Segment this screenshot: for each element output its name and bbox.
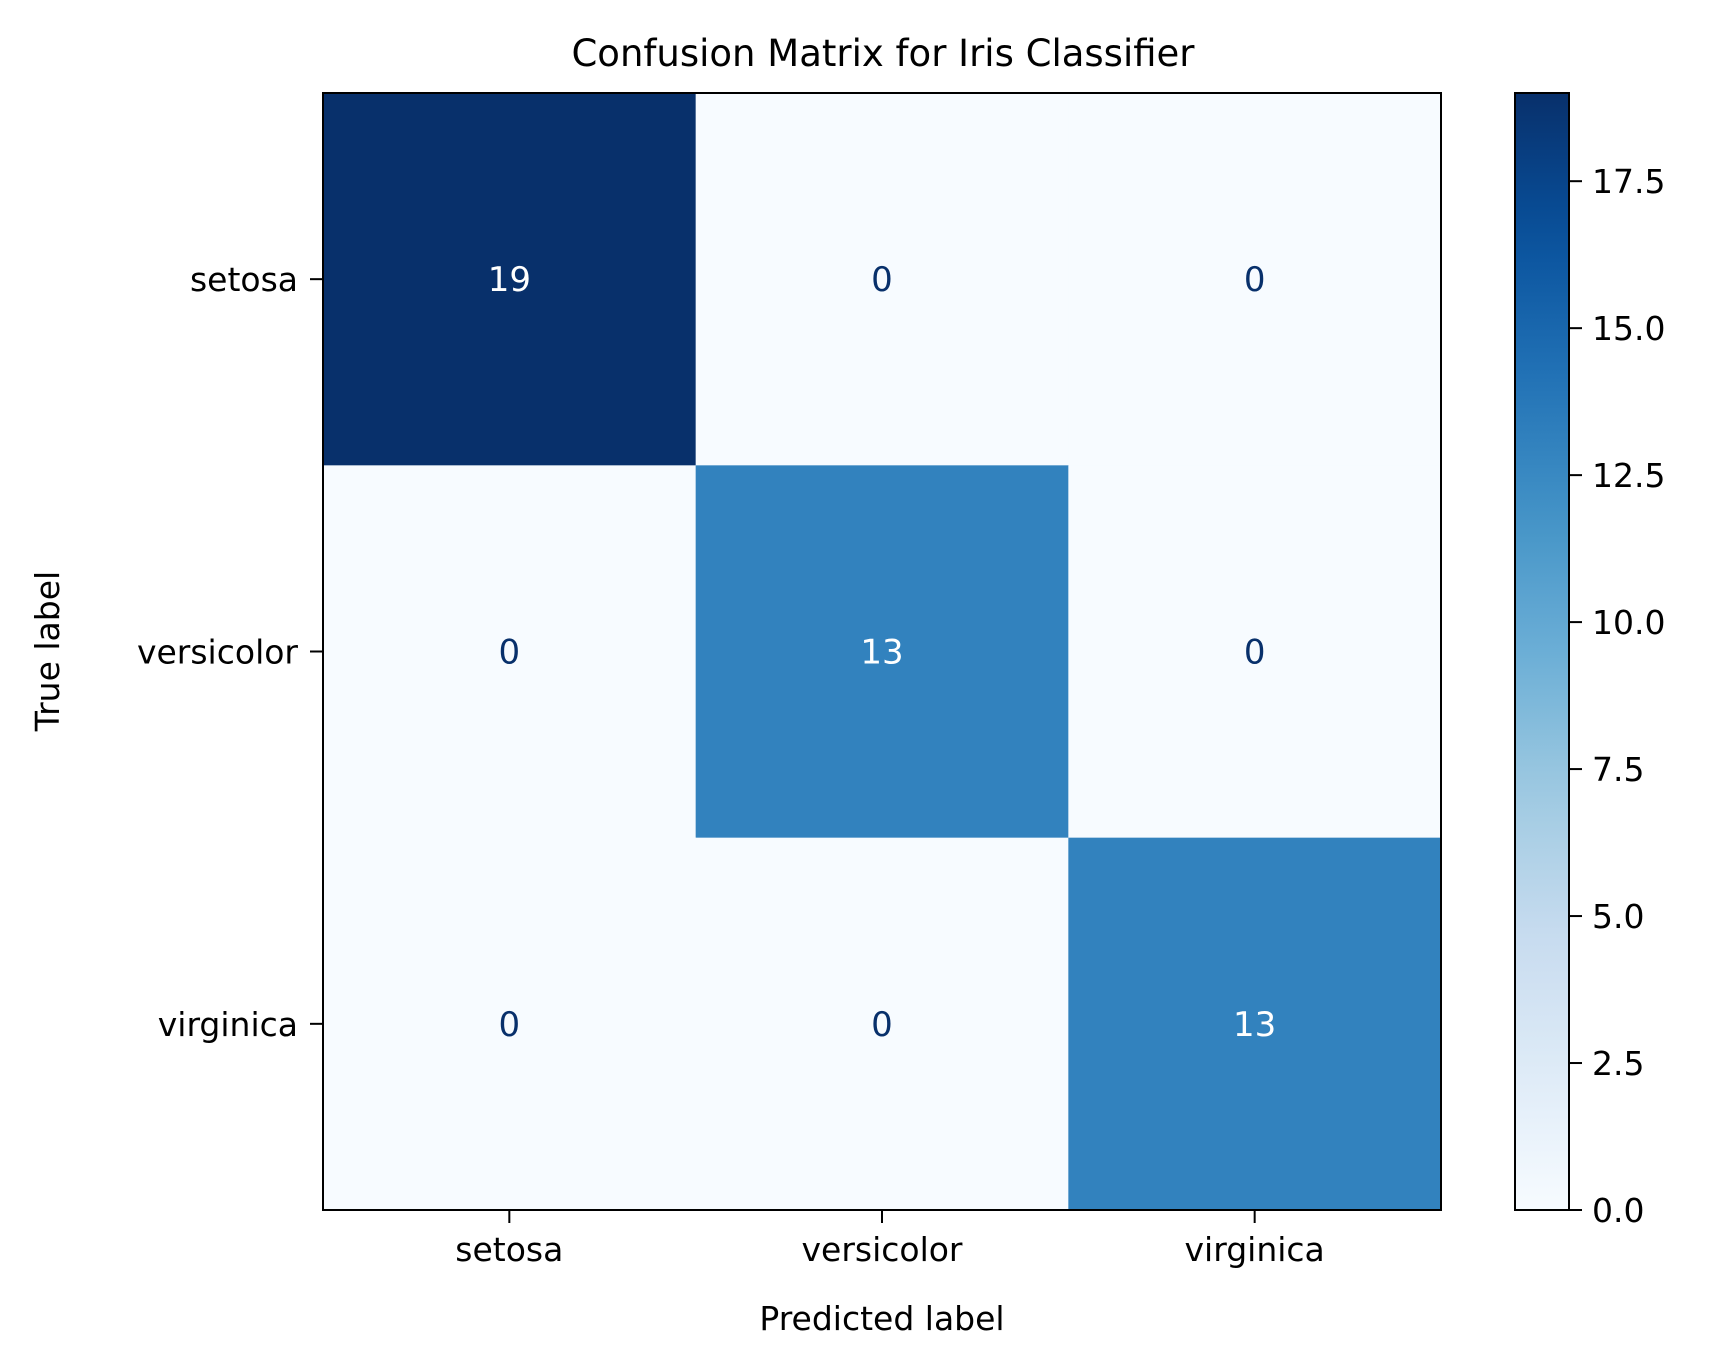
- colorbar-tick-label: 7.5: [1592, 750, 1644, 789]
- cell-value-label: 13: [1233, 1005, 1276, 1045]
- heatmap-cell-setosa-versicolor: [695, 93, 1069, 466]
- heatmap-cell-setosa-virginica: [1068, 93, 1442, 466]
- heatmap-cell-virginica-setosa: [323, 837, 697, 1211]
- colorbar: [1514, 92, 1570, 1211]
- colorbar-tick-label: 0.0: [1592, 1191, 1644, 1230]
- cell-value-label: 0: [1244, 260, 1266, 300]
- heatmap-cell-versicolor-virginica: [1068, 465, 1442, 839]
- colorbar-tick-label: 17.5: [1592, 162, 1665, 201]
- cell-value-label: 0: [871, 260, 893, 300]
- colorbar-tick-label: 15.0: [1592, 309, 1665, 348]
- x-tick-label: versicolor: [801, 1230, 962, 1269]
- y-tick-label: virginica: [158, 1005, 298, 1044]
- cell-value-label: 0: [499, 633, 521, 673]
- cell-value-label: 0: [499, 1005, 521, 1045]
- chart-title: Confusion Matrix for Iris Classifier: [571, 32, 1195, 75]
- cell-value-label: 13: [860, 633, 903, 673]
- x-axis-ticks: setosa versicolor virginica: [455, 1210, 1325, 1269]
- cell-value-label: 19: [488, 260, 531, 300]
- heatmap-cell-labels: 19 0 0 0 13 0 0 0 13: [488, 260, 1277, 1045]
- heatmap-cell-virginica-virginica: [1068, 837, 1442, 1211]
- y-axis-ticks: setosa versicolor virginica: [137, 260, 323, 1044]
- x-tick-label: virginica: [1185, 1230, 1325, 1269]
- cell-value-label: 0: [871, 1005, 893, 1045]
- colorbar-tick-label: 2.5: [1592, 1044, 1644, 1083]
- colorbar-tick-label: 12.5: [1592, 456, 1665, 495]
- colorbar-tick-label: 5.0: [1592, 897, 1644, 936]
- heatmap-cell-versicolor-setosa: [323, 465, 697, 839]
- y-tick-label: setosa: [190, 260, 298, 299]
- cell-value-label: 0: [1244, 633, 1266, 673]
- colorbar-ticks: 0.0 2.5 5.0 7.5 10.0 12.5 15.0 17.5: [1569, 162, 1665, 1230]
- x-axis-label: Predicted label: [759, 1299, 1004, 1338]
- heatmap-cell-setosa-setosa: [323, 93, 697, 466]
- heatmap-cell-virginica-versicolor: [695, 837, 1069, 1211]
- heatmap-cell-versicolor-versicolor: [695, 465, 1069, 839]
- y-tick-label: versicolor: [137, 633, 298, 672]
- y-axis-label: True label: [28, 571, 67, 732]
- heatmap-cells: [323, 93, 1442, 1211]
- colorbar-tick-label: 10.0: [1592, 603, 1665, 642]
- x-tick-label: setosa: [455, 1230, 563, 1269]
